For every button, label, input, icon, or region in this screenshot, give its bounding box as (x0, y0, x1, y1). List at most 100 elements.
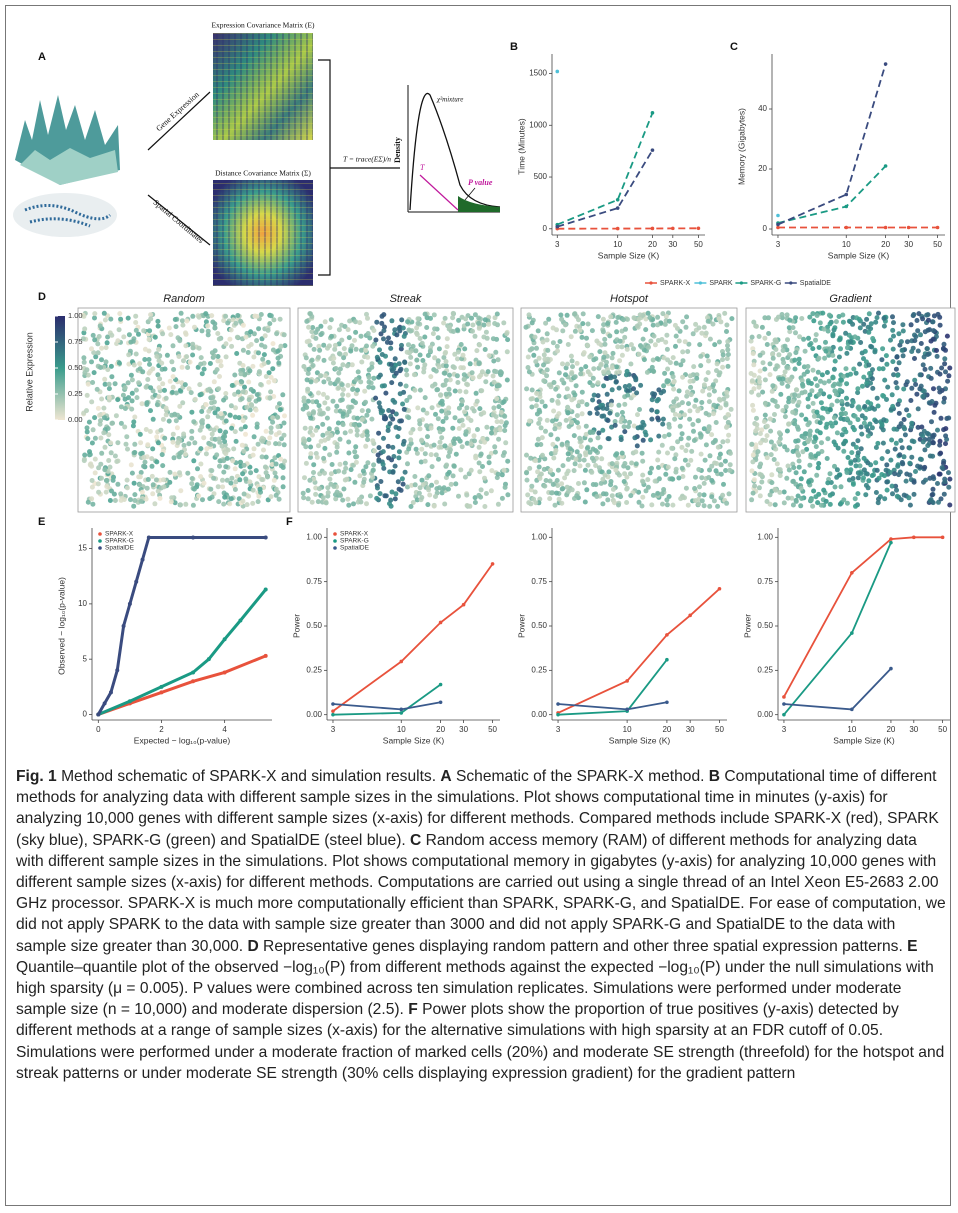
expression-dot (430, 464, 435, 469)
expression-dot (900, 348, 905, 353)
expression-dot (890, 484, 895, 489)
expression-dot (486, 369, 491, 374)
expression-dot (352, 422, 357, 427)
expression-dot (816, 461, 821, 466)
expression-dot (547, 496, 552, 501)
expression-dot (897, 360, 902, 365)
expression-dot (470, 329, 475, 334)
expression-dot (402, 407, 407, 412)
expression-dot (575, 361, 580, 366)
expression-dot (591, 376, 596, 381)
expression-dot (310, 433, 315, 438)
expression-dot (718, 452, 723, 457)
expression-dot (99, 451, 104, 456)
expression-dot (756, 449, 761, 454)
expression-dot (572, 433, 577, 438)
expression-dot (352, 338, 357, 343)
expression-dot (857, 317, 862, 322)
expression-dot (857, 362, 862, 367)
expression-dot (768, 429, 773, 434)
expression-dot (606, 418, 611, 423)
expression-dot (584, 487, 589, 492)
expression-dot (784, 365, 789, 370)
expression-dot (329, 334, 334, 339)
expression-dot (318, 373, 323, 378)
expression-dot (762, 419, 767, 424)
expression-dot (750, 378, 755, 383)
expression-dot (633, 375, 638, 380)
heatmap-texture (213, 180, 313, 286)
expression-dot (343, 430, 348, 435)
expression-dot (204, 451, 209, 456)
expression-dot (763, 377, 768, 382)
matrix-title: Distance Covariance Matrix (Σ) (215, 169, 311, 178)
expression-dot (198, 446, 203, 451)
expression-dot (807, 392, 812, 397)
expression-dot (240, 499, 245, 504)
expression-dot (468, 361, 473, 366)
expression-dot (95, 387, 100, 392)
expression-dot (888, 338, 893, 343)
arrow-label: Gene Expression (154, 90, 200, 133)
expression-dot (791, 399, 796, 404)
expression-dot (868, 344, 873, 349)
expression-dot (806, 439, 811, 444)
expression-dot (353, 444, 358, 449)
expression-dot (765, 455, 770, 460)
expression-dot (556, 394, 561, 399)
expression-dot (167, 326, 172, 331)
expression-dot (648, 470, 653, 475)
expression-dot (888, 458, 893, 463)
expression-dot (181, 432, 186, 437)
expression-dot (633, 449, 638, 454)
data-point (115, 668, 119, 672)
expression-dot (885, 488, 890, 493)
x-tick-label: 3 (782, 725, 787, 734)
expression-dot (541, 378, 546, 383)
expression-dot (559, 481, 564, 486)
expression-dot (376, 431, 381, 436)
expression-dot (672, 456, 677, 461)
expression-dot (776, 440, 781, 445)
expression-dot (724, 323, 729, 328)
expression-dot (667, 432, 672, 437)
expression-dot (758, 462, 763, 467)
expression-dot (858, 340, 863, 345)
expression-dot (251, 453, 256, 458)
expression-dot (811, 368, 816, 373)
expression-dot (502, 468, 507, 473)
expression-dot (724, 403, 729, 408)
expression-dot (436, 457, 441, 462)
expression-dot (371, 462, 376, 467)
expression-dot (727, 491, 732, 496)
expression-dot (97, 334, 102, 339)
expression-dot (171, 432, 176, 437)
expression-dot (399, 418, 404, 423)
expression-dot (145, 377, 150, 382)
expression-dot (815, 410, 820, 415)
expression-dot (434, 452, 439, 457)
expression-dot (378, 479, 383, 484)
expression-dot (260, 439, 265, 444)
expression-dot (140, 401, 145, 406)
expression-dot (673, 470, 678, 475)
expression-dot (440, 427, 445, 432)
expression-dot (462, 372, 467, 377)
expression-dot (660, 502, 665, 507)
expression-dot (625, 393, 630, 398)
expression-dot (329, 471, 334, 476)
expression-dot (104, 345, 109, 350)
expression-dot (580, 411, 585, 416)
expression-dot (814, 332, 819, 337)
expression-dot (812, 414, 817, 419)
data-point (191, 536, 195, 540)
expression-dot (622, 461, 627, 466)
expression-dot (811, 318, 816, 323)
y-tick-label: 5 (83, 654, 88, 663)
expression-dot (254, 338, 259, 343)
expression-dot (311, 462, 316, 467)
expression-dot (813, 436, 818, 441)
expression-dot (572, 392, 577, 397)
expression-dot (205, 414, 210, 419)
